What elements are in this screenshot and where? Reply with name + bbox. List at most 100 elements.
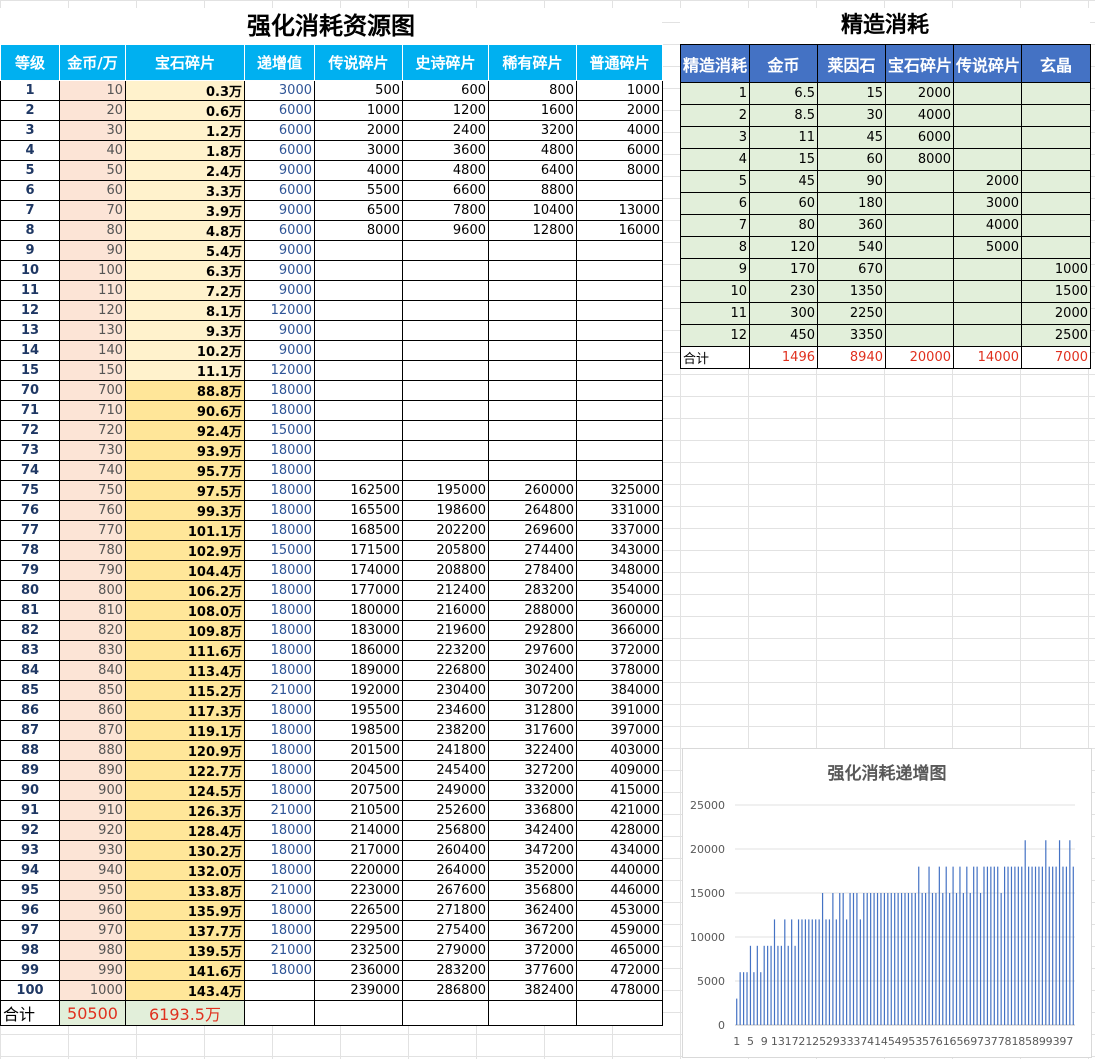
cell-increment[interactable]: 9000: [244, 160, 315, 181]
cell-rare-shards[interactable]: 377600: [488, 960, 577, 981]
cell-gem-shards[interactable]: 95.7万: [125, 460, 245, 481]
cell-gold[interactable]: 100: [59, 260, 126, 281]
refine-cell-gold[interactable]: 300: [749, 302, 818, 325]
cell-rare-shards[interactable]: [488, 400, 577, 421]
cell-level[interactable]: 15: [0, 360, 60, 381]
cell-epic-shards[interactable]: 1200: [402, 100, 489, 121]
cell-legendary-shards[interactable]: 174000: [314, 560, 403, 581]
cell-gem-shards[interactable]: 1.2万: [125, 120, 245, 141]
cell-gold[interactable]: 1000: [59, 980, 126, 1001]
cell-rare-shards[interactable]: [488, 280, 577, 301]
cell-common-shards[interactable]: 384000: [576, 680, 663, 701]
cell-epic-shards[interactable]: [402, 280, 489, 301]
refine-cell-rhine-stone[interactable]: 180: [817, 192, 886, 215]
cell-legendary-shards[interactable]: 220000: [314, 860, 403, 881]
cell-level[interactable]: 88: [0, 740, 60, 761]
cell-increment[interactable]: 21000: [244, 940, 315, 961]
refine-cell-legendary-shards[interactable]: [953, 126, 1022, 149]
cell-increment[interactable]: 9000: [244, 240, 315, 261]
cell-common-shards[interactable]: 409000: [576, 760, 663, 781]
cell-increment[interactable]: 18000: [244, 760, 315, 781]
cell-rare-shards[interactable]: 342400: [488, 820, 577, 841]
cell-common-shards[interactable]: 397000: [576, 720, 663, 741]
cell-common-shards[interactable]: 453000: [576, 900, 663, 921]
cell-gold[interactable]: 980: [59, 940, 126, 961]
cell-level[interactable]: 2: [0, 100, 60, 121]
sum-empty[interactable]: [488, 1000, 577, 1026]
cell-legendary-shards[interactable]: 223000: [314, 880, 403, 901]
cell-epic-shards[interactable]: [402, 240, 489, 261]
refine-cell-legendary-shards[interactable]: 2000: [953, 170, 1022, 193]
cell-gem-shards[interactable]: 130.2万: [125, 840, 245, 861]
cell-epic-shards[interactable]: [402, 300, 489, 321]
cell-legendary-shards[interactable]: 232500: [314, 940, 403, 961]
cell-gem-shards[interactable]: 5.4万: [125, 240, 245, 261]
cell-rare-shards[interactable]: 317600: [488, 720, 577, 741]
cell-epic-shards[interactable]: 256800: [402, 820, 489, 841]
refine-cell-gem-shards[interactable]: [885, 324, 954, 347]
cell-epic-shards[interactable]: 234600: [402, 700, 489, 721]
cell-legendary-shards[interactable]: 3000: [314, 140, 403, 161]
cell-common-shards[interactable]: 360000: [576, 600, 663, 621]
cell-legendary-shards[interactable]: [314, 380, 403, 401]
cell-increment[interactable]: 18000: [244, 600, 315, 621]
cell-legendary-shards[interactable]: 198500: [314, 720, 403, 741]
cell-increment[interactable]: 18000: [244, 660, 315, 681]
cell-common-shards[interactable]: 478000: [576, 980, 663, 1001]
refine-cell-legendary-shards[interactable]: [953, 148, 1022, 171]
refine-cell-gold[interactable]: 450: [749, 324, 818, 347]
cell-increment[interactable]: 18000: [244, 580, 315, 601]
cell-level[interactable]: 92: [0, 820, 60, 841]
cell-gold[interactable]: 120: [59, 300, 126, 321]
cell-common-shards[interactable]: 465000: [576, 940, 663, 961]
refine-sum-label[interactable]: 合计: [680, 346, 750, 369]
cell-epic-shards[interactable]: 245400: [402, 760, 489, 781]
cell-gem-shards[interactable]: 113.4万: [125, 660, 245, 681]
cell-gem-shards[interactable]: 1.8万: [125, 140, 245, 161]
refine-cell-legendary-shards[interactable]: [953, 280, 1022, 303]
cell-gold[interactable]: 20: [59, 100, 126, 121]
cell-epic-shards[interactable]: [402, 260, 489, 281]
cell-common-shards[interactable]: [576, 320, 663, 341]
cell-epic-shards[interactable]: 212400: [402, 580, 489, 601]
cell-rare-shards[interactable]: 1600: [488, 100, 577, 121]
refine-cell-gold[interactable]: 170: [749, 258, 818, 281]
cell-epic-shards[interactable]: 195000: [402, 480, 489, 501]
cell-rare-shards[interactable]: 302400: [488, 660, 577, 681]
cell-common-shards[interactable]: 16000: [576, 220, 663, 241]
cell-level[interactable]: 76: [0, 500, 60, 521]
refine-cell-rhine-stone[interactable]: 540: [817, 236, 886, 259]
cell-epic-shards[interactable]: 208800: [402, 560, 489, 581]
cell-rare-shards[interactable]: 288000: [488, 600, 577, 621]
cell-rare-shards[interactable]: 372000: [488, 940, 577, 961]
cell-common-shards[interactable]: [576, 340, 663, 361]
cell-common-shards[interactable]: [576, 420, 663, 441]
sum-gold[interactable]: 50500: [59, 1000, 126, 1026]
refine-cell-xuanjing[interactable]: [1021, 126, 1091, 149]
cell-gem-shards[interactable]: 90.6万: [125, 400, 245, 421]
cell-epic-shards[interactable]: 260400: [402, 840, 489, 861]
cell-level[interactable]: 90: [0, 780, 60, 801]
cell-level[interactable]: 99: [0, 960, 60, 981]
cell-gold[interactable]: 930: [59, 840, 126, 861]
cell-level[interactable]: 4: [0, 140, 60, 161]
cell-legendary-shards[interactable]: [314, 260, 403, 281]
cell-legendary-shards[interactable]: 207500: [314, 780, 403, 801]
cell-increment[interactable]: 9000: [244, 280, 315, 301]
cell-gold[interactable]: 990: [59, 960, 126, 981]
cell-increment[interactable]: 6000: [244, 180, 315, 201]
refine-header-gem-shards[interactable]: 宝石碎片: [885, 44, 954, 83]
cell-level[interactable]: 86: [0, 700, 60, 721]
cell-gem-shards[interactable]: 122.7万: [125, 760, 245, 781]
cell-gold[interactable]: 820: [59, 620, 126, 641]
refine-cell-gold[interactable]: 15: [749, 148, 818, 171]
cell-common-shards[interactable]: 354000: [576, 580, 663, 601]
header-legendary-shards[interactable]: 传说碎片: [314, 44, 403, 81]
refine-cell-refine-level[interactable]: 1: [680, 82, 750, 105]
cell-rare-shards[interactable]: 260000: [488, 480, 577, 501]
cell-gem-shards[interactable]: 97.5万: [125, 480, 245, 501]
cell-common-shards[interactable]: 1000: [576, 80, 663, 101]
cell-common-shards[interactable]: 372000: [576, 640, 663, 661]
cell-common-shards[interactable]: [576, 240, 663, 261]
cell-common-shards[interactable]: [576, 360, 663, 381]
